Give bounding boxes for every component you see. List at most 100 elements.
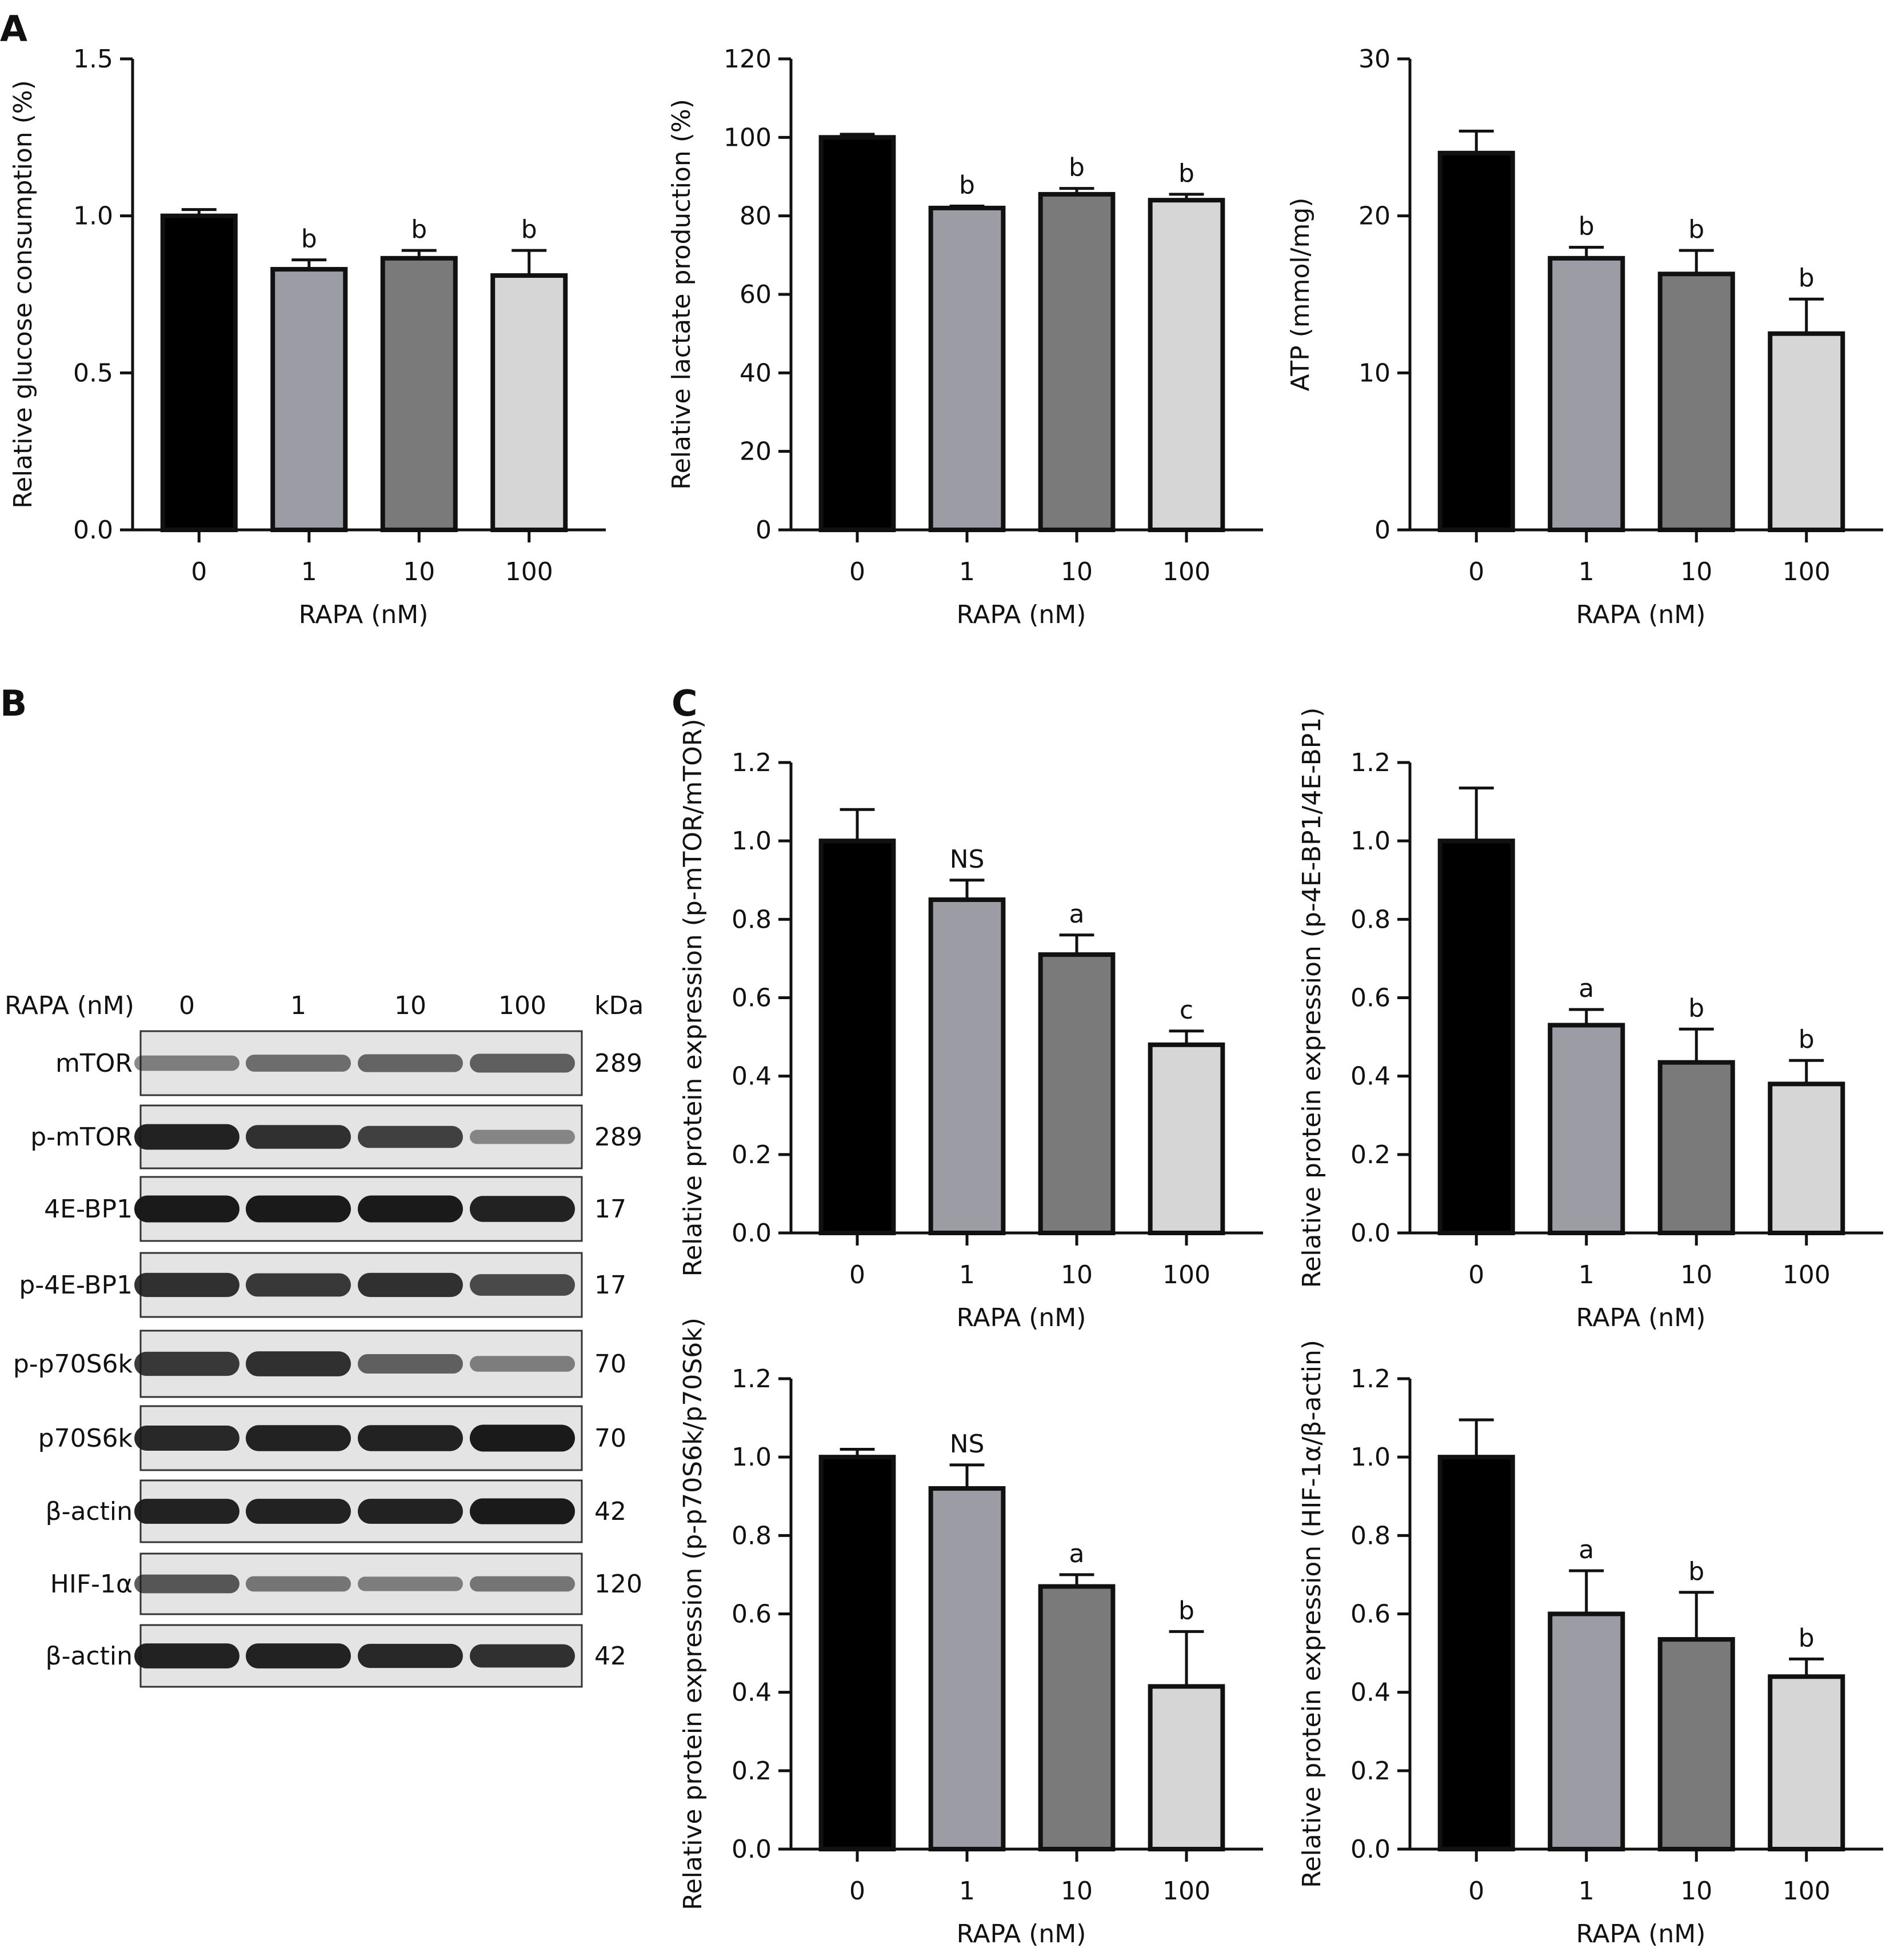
- blot-band: [358, 1125, 463, 1148]
- bar-10: [1038, 191, 1116, 532]
- x-tick-label: 10: [1680, 1877, 1712, 1906]
- blot-band: [358, 1576, 463, 1591]
- y-tick-label: 0.8: [1350, 905, 1390, 934]
- x-tick-label: 1: [301, 557, 317, 586]
- chart-p_p70s6k: 0.0 0.2 0.4 0.6 0.8 1.0 1.2 Relative protein ex…: [678, 1318, 1263, 1949]
- y-tick-label: 20: [1358, 202, 1390, 231]
- y-axis-label: Relative protein expression (p-4E-BP1/4E…: [1297, 708, 1326, 1288]
- blot-lane-label: 10: [394, 991, 426, 1020]
- x-tick-label: 1: [959, 557, 975, 586]
- blot-lane-label: 100: [498, 991, 546, 1020]
- x-tick-label: 1: [959, 1260, 975, 1290]
- blot-row: β-actin 42: [46, 1479, 626, 1543]
- y-tick-label: 0.2: [732, 1140, 772, 1169]
- y-axis-label: Relative protein expression (HIF-1α/β-ac…: [1297, 1340, 1326, 1888]
- y-tick-label: 80: [740, 202, 772, 231]
- blot-band: [246, 1195, 351, 1223]
- bar-1: [1548, 1611, 1625, 1851]
- blot-band: [134, 1272, 239, 1298]
- blot-row: p-4E-BP1 17: [19, 1252, 626, 1318]
- y-tick-label: 120: [724, 45, 772, 74]
- x-axis-label: RAPA (nM): [957, 600, 1086, 629]
- y-tick-label: 0.8: [732, 905, 772, 934]
- blot-kda-label: 70: [594, 1424, 626, 1453]
- y-tick-label: 100: [724, 123, 772, 152]
- panel-label-b: B: [0, 682, 27, 724]
- significance-label: a: [1069, 1539, 1085, 1568]
- chart-hif1a: 0.0 0.2 0.4 0.6 0.8 1.0 1.2 Relative protein ex…: [1297, 1340, 1883, 1949]
- bar-100: [1148, 1042, 1225, 1236]
- x-tick-label: 100: [1783, 1260, 1831, 1290]
- blot-band: [470, 1129, 575, 1144]
- blot-row: p-mTOR 289: [30, 1104, 642, 1169]
- y-tick-label: 1.0: [732, 1443, 772, 1472]
- blot-row: mTOR 289: [55, 1030, 642, 1096]
- blot-band: [134, 1574, 239, 1594]
- significance-label: a: [1069, 900, 1085, 929]
- blot-band: [358, 1272, 463, 1298]
- significance-label: b: [1069, 153, 1085, 182]
- bar-100: [1148, 198, 1225, 532]
- bar-100: [1148, 1684, 1225, 1851]
- y-tick-label: 0.6: [1350, 984, 1390, 1013]
- blot-kda-label: 42: [594, 1642, 626, 1671]
- y-tick-label: 1.0: [1350, 1443, 1390, 1472]
- significance-label: b: [1799, 1025, 1815, 1054]
- bar-10: [1657, 272, 1735, 532]
- y-tick-label: 0.6: [732, 1600, 772, 1629]
- blot-row: HIF-1α 120: [50, 1552, 642, 1615]
- bar-0: [160, 213, 238, 532]
- y-tick-label: 1.2: [732, 748, 772, 777]
- x-tick-label: 100: [505, 557, 553, 586]
- blot-band: [246, 1055, 351, 1072]
- x-axis-label: RAPA (nM): [957, 1919, 1086, 1949]
- blot-protein-label: 4E-BP1: [44, 1195, 133, 1224]
- blot-band: [134, 1195, 239, 1223]
- x-tick-label: 1: [959, 1877, 975, 1906]
- bar-1: [1548, 1023, 1625, 1235]
- x-axis-label: RAPA (nM): [1576, 600, 1706, 629]
- bar-10: [1657, 1637, 1735, 1851]
- y-tick-label: 30: [1358, 45, 1390, 74]
- blot-band: [134, 1499, 239, 1524]
- blot-kda-label: 17: [594, 1271, 626, 1300]
- y-axis-label: ATP (mmol/mg): [1286, 198, 1315, 392]
- y-tick-label: 40: [740, 358, 772, 388]
- y-tick-label: 0.4: [1350, 1678, 1390, 1707]
- blot-kda-label: 17: [594, 1195, 626, 1224]
- x-tick-label: 0: [849, 1260, 865, 1290]
- bar-1: [928, 897, 1006, 1235]
- y-tick-label: 0.8: [1350, 1521, 1390, 1550]
- significance-label: c: [1180, 996, 1193, 1025]
- y-tick-label: 0.4: [732, 1062, 772, 1091]
- bar-charts: 0.0 0.5 1.0 1.5 Relative glucose consumption…: [9, 45, 1883, 1949]
- blot-band: [134, 1124, 239, 1150]
- blot-protein-label: HIF-1α: [50, 1570, 133, 1599]
- significance-label: a: [1579, 974, 1594, 1003]
- blot-protein-label: p-p70S6k: [13, 1350, 133, 1379]
- blot-band: [470, 1274, 575, 1296]
- bar-10: [1038, 952, 1116, 1236]
- significance-label: b: [1178, 1596, 1194, 1625]
- y-tick-label: 60: [740, 280, 772, 309]
- x-axis-label: RAPA (nM): [299, 600, 429, 629]
- blot-lane-label: 1: [290, 991, 306, 1020]
- blot-protein-label: β-actin: [46, 1497, 133, 1526]
- blot-band: [246, 1576, 351, 1592]
- blot-band: [246, 1273, 351, 1297]
- blot-protein-label: β-actin: [46, 1642, 133, 1671]
- blot-row: p-p70S6k 70: [13, 1330, 626, 1398]
- x-tick-label: 0: [1468, 557, 1484, 586]
- bar-1: [1548, 256, 1625, 532]
- y-tick-label: 1.2: [1350, 1364, 1390, 1394]
- blot-protein-label: p-mTOR: [30, 1123, 133, 1152]
- bar-0: [818, 1455, 896, 1852]
- bar-0: [1437, 839, 1515, 1235]
- blot-protein-label: p70S6k: [38, 1424, 133, 1453]
- blot-lane-label: 0: [179, 991, 195, 1020]
- y-tick-label: 0: [756, 516, 772, 545]
- blot-row: p70S6k 70: [38, 1405, 626, 1471]
- significance-label: b: [1579, 212, 1595, 241]
- bar-1: [928, 1486, 1006, 1852]
